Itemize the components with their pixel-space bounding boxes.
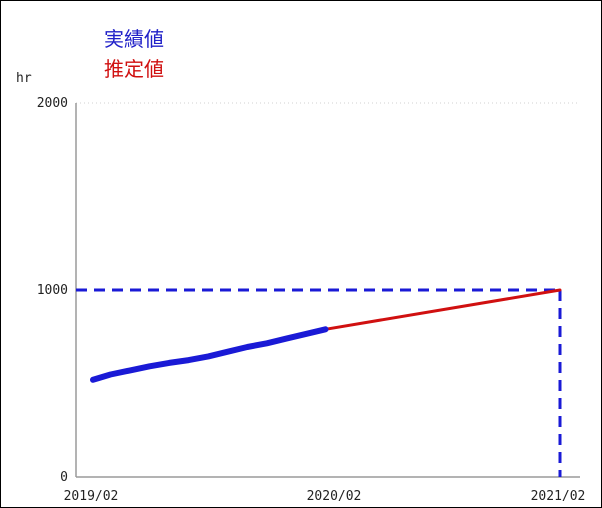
y-tick-1000: 1000 <box>37 283 68 298</box>
y-unit-label: hr <box>16 71 32 86</box>
y-tick-2000: 2000 <box>37 96 68 111</box>
series-actual-line <box>90 326 329 383</box>
legend-estimate: 推定値 <box>104 57 164 81</box>
x-tick-2019-02: 2019/02 <box>64 489 119 504</box>
y-tick-0: 0 <box>60 470 68 485</box>
x-tick-2021-02: 2021/02 <box>531 489 586 504</box>
legend: 実績値 推定値 <box>104 24 164 84</box>
x-tick-2020-02: 2020/02 <box>307 489 362 504</box>
legend-actual: 実績値 <box>104 27 164 51</box>
series-estimate-line <box>324 288 562 331</box>
